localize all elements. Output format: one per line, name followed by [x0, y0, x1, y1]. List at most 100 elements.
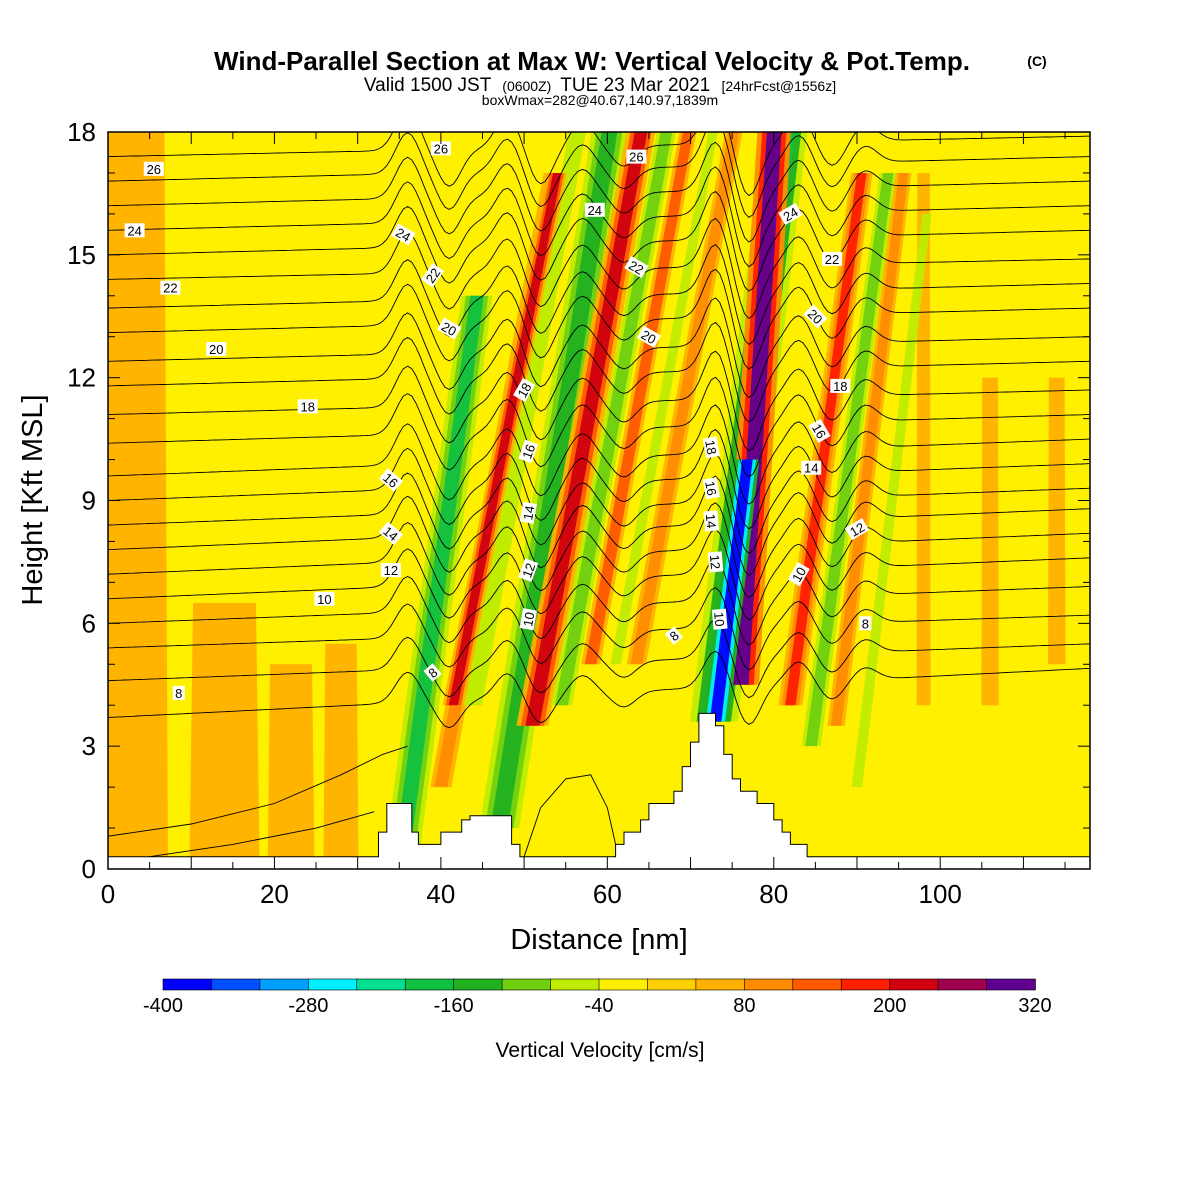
velocity-band [267, 664, 315, 857]
isentrope-24 [108, 218, 1090, 319]
contour-label-box [830, 378, 851, 393]
velocity-band [448, 172, 562, 706]
colorbar-swatch [308, 978, 358, 991]
contour-label-box [822, 251, 842, 266]
colorbar-swatch [162, 978, 213, 991]
contour-label: 12 [518, 558, 539, 582]
contour-label: 14 [703, 510, 720, 532]
colorbar-swatch [259, 978, 310, 991]
contour-label-text: 18 [702, 439, 719, 456]
contour-label-box [801, 460, 822, 475]
contour-label-text: 10 [520, 611, 537, 628]
x-tick-label: 100 [919, 879, 962, 909]
contour-label-box [859, 616, 872, 631]
contour-label-box [421, 263, 445, 288]
contour-labels: 26 24 22 20 18 10 8 16 14 12 8 26 24 22 20 18 16 14 12 10 26… [124, 141, 872, 701]
contour-label-text: 20 [439, 319, 459, 339]
contour-label-text: 26 [629, 150, 643, 165]
velocity-band [108, 132, 168, 857]
contour-label: 16 [702, 477, 720, 500]
contour-label-text: 16 [809, 421, 829, 441]
contour-label-box [391, 223, 416, 246]
contour-label: 22 [160, 280, 181, 296]
colorbar-label: 320 [1018, 995, 1051, 1017]
terrain [108, 712, 1090, 869]
contour-label-text: 14 [804, 461, 818, 476]
velocity-band [490, 132, 618, 829]
contour-label-text: 22 [423, 265, 444, 285]
colorbar-swatch [404, 978, 455, 991]
contour-label: 8 [423, 663, 442, 682]
contour-label-box [437, 317, 462, 340]
y-tick-label: 9 [82, 486, 96, 516]
isentrope-13 [108, 502, 1090, 599]
colorbar-swatch [840, 978, 891, 991]
contour-label: 10 [519, 608, 537, 631]
isentrope-28 [108, 132, 1090, 218]
contour-label: 22 [822, 251, 842, 267]
contour-label-text: 20 [209, 342, 223, 357]
x-tick-label: 20 [260, 879, 289, 909]
low-level-contour [149, 811, 375, 858]
colorbar-label: -40 [585, 995, 614, 1017]
contour-label-text: 12 [519, 561, 538, 580]
contour-label: 18 [830, 378, 851, 394]
valid-forecast: [24hrFcst@1556z] [722, 78, 837, 94]
contour-label-box [430, 141, 451, 156]
colorbar-swatch [937, 978, 988, 991]
velocity-band [395, 295, 484, 845]
colorbar-swatch [647, 978, 697, 991]
x-tick-label: 40 [426, 879, 455, 909]
contour-label-box [124, 223, 145, 238]
velocity-band [805, 172, 894, 747]
colorbar-label: -400 [143, 995, 183, 1017]
contour-label-text: 20 [639, 327, 659, 347]
contour-label: 8 [859, 616, 872, 631]
contour-label: 18 [513, 377, 536, 403]
contour-label-text: 14 [520, 504, 537, 521]
low-level-contour [523, 774, 617, 857]
plot-area: 26 24 22 20 18 10 8 16 14 12 8 26 24 22 20 18 16 14 12 10 26… [108, 132, 1090, 869]
contour-label-text: 26 [434, 141, 448, 156]
contour-label-box [518, 558, 539, 582]
contour-label-text: 16 [702, 480, 719, 497]
contour-label-text: 12 [707, 554, 723, 570]
contour-label-text: 14 [703, 513, 719, 529]
y-tick-label: 18 [67, 117, 96, 147]
contour-label: 26 [626, 149, 647, 165]
contour-label-box [519, 501, 537, 524]
y-tick-label: 0 [82, 854, 96, 884]
colorbar-label: 80 [733, 995, 755, 1017]
contour-label: 16 [378, 468, 404, 492]
colorbar [162, 978, 1036, 991]
contour-label: 14 [801, 460, 822, 476]
y-axis-ticks: 0 3 6 9 12 15 18 [67, 117, 1090, 884]
contour-label-box [423, 663, 442, 682]
y-tick-label: 3 [82, 731, 96, 761]
isentrope-12 [108, 528, 1090, 621]
contour-label-text: 24 [127, 223, 141, 238]
contour-label-box [378, 521, 404, 546]
contour-label-text: 16 [519, 442, 538, 461]
contour-label-text: 24 [393, 225, 413, 245]
contour-label-text: 22 [825, 252, 839, 267]
isentrope-29 [108, 132, 1090, 197]
isentrope-27 [108, 141, 1090, 243]
contour-label: 10 [314, 591, 335, 607]
isentrope-22 [108, 268, 1090, 370]
colorbar-swatch [211, 978, 261, 991]
terrain-profile [108, 712, 1090, 869]
valid-line: Valid 1500 JST (0600Z) TUE 23 Mar 2021 [… [364, 75, 836, 96]
contour-label-box [143, 161, 164, 176]
contour-label-text: 12 [847, 520, 867, 540]
colorbar-labels: -400 -280 -160 -40 80 200 320 [143, 995, 1052, 1017]
contour-label-box [702, 436, 720, 459]
contour-label: 12 [707, 551, 724, 573]
contour-label: 24 [124, 223, 145, 238]
contour-label-text: 12 [384, 563, 398, 578]
contour-label: 20 [803, 304, 828, 329]
colorbar-swatch [453, 978, 503, 991]
colorbar-label: -160 [434, 995, 474, 1017]
contour-label: 16 [808, 418, 831, 444]
isentrope-14 [108, 475, 1090, 576]
